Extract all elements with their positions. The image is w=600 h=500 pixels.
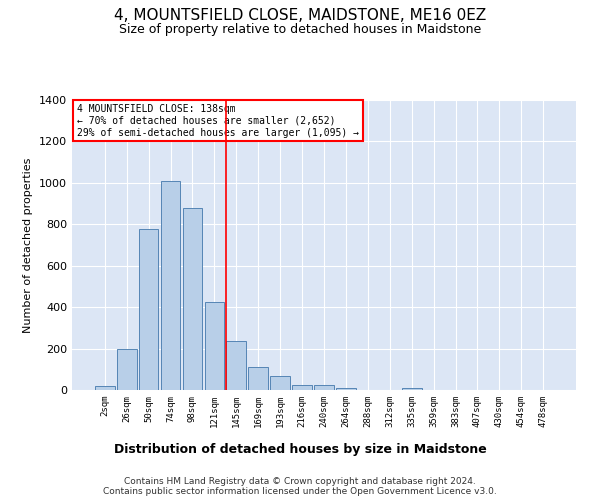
Y-axis label: Number of detached properties: Number of detached properties [23, 158, 34, 332]
Bar [182, 208, 202, 390]
Bar [336, 388, 356, 390]
Bar [270, 376, 290, 390]
Text: Contains public sector information licensed under the Open Government Licence v3: Contains public sector information licen… [103, 488, 497, 496]
Bar [248, 367, 268, 390]
Bar [205, 302, 224, 390]
Text: Distribution of detached houses by size in Maidstone: Distribution of detached houses by size … [113, 442, 487, 456]
Bar [402, 388, 422, 390]
Bar [139, 230, 158, 390]
Bar [95, 386, 115, 390]
Text: 4 MOUNTSFIELD CLOSE: 138sqm
← 70% of detached houses are smaller (2,652)
29% of : 4 MOUNTSFIELD CLOSE: 138sqm ← 70% of det… [77, 104, 359, 138]
Bar [161, 181, 181, 390]
Text: Contains HM Land Registry data © Crown copyright and database right 2024.: Contains HM Land Registry data © Crown c… [124, 478, 476, 486]
Bar [117, 348, 137, 390]
Bar [226, 342, 246, 390]
Text: Size of property relative to detached houses in Maidstone: Size of property relative to detached ho… [119, 22, 481, 36]
Bar [292, 385, 312, 390]
Bar [314, 386, 334, 390]
Text: 4, MOUNTSFIELD CLOSE, MAIDSTONE, ME16 0EZ: 4, MOUNTSFIELD CLOSE, MAIDSTONE, ME16 0E… [114, 8, 486, 22]
